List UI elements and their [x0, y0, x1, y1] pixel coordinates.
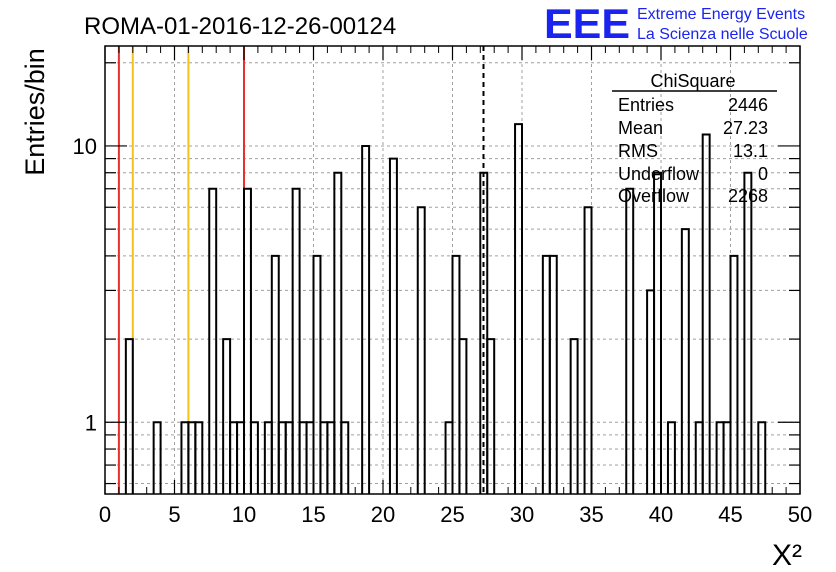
stats-value-overflow: 2268 — [728, 186, 768, 206]
histogram-bins — [124, 123, 767, 494]
x-tick-labels: 0 5 10 15 20 25 30 35 40 45 50 — [99, 502, 812, 527]
histogram-bin — [757, 421, 767, 494]
histogram-bin — [479, 171, 489, 494]
histogram-bin — [458, 338, 468, 494]
histogram-bin — [743, 171, 753, 494]
histogram-bin — [194, 421, 204, 494]
x-tick-label: 30 — [510, 502, 534, 527]
histogram-bin — [152, 421, 162, 494]
eee-logo-line1: Extreme Energy Events — [637, 6, 805, 23]
stats-label-overflow: Overflow — [618, 186, 690, 206]
histogram-bin — [388, 157, 398, 494]
stats-value-rms: 13.1 — [733, 141, 768, 161]
histogram-bin — [548, 254, 558, 494]
histogram-bin — [701, 133, 711, 494]
histogram-bin — [340, 421, 350, 494]
y-tick-labels: 1 10 — [73, 134, 97, 435]
histogram-bin — [208, 187, 218, 494]
histogram-bin — [569, 338, 579, 494]
x-tick-label: 10 — [232, 502, 256, 527]
histogram-bin — [361, 144, 371, 494]
histogram-bin — [124, 338, 134, 494]
eee-logo-line2: La Scienza nelle Scuole — [637, 26, 808, 43]
histogram-bin — [312, 254, 322, 494]
chart-title: ROMA-01-2016-12-26-00124 — [84, 13, 396, 40]
histogram-bin — [222, 338, 232, 494]
histogram-bin — [729, 254, 739, 494]
x-tick-label: 15 — [301, 502, 325, 527]
stats-label-underflow: Underflow — [618, 164, 700, 184]
grid-lines — [105, 46, 800, 494]
histogram-bin — [646, 289, 656, 494]
histogram-bin — [583, 206, 593, 494]
x-axis-label: X² — [772, 539, 802, 572]
x-tick-label: 45 — [718, 502, 742, 527]
reference-lines — [117, 46, 485, 494]
y-axis-label: Entries/bin — [20, 48, 50, 176]
histogram-bin — [451, 254, 461, 494]
x-tick-label: 40 — [649, 502, 673, 527]
x-tick-label: 50 — [788, 502, 812, 527]
stats-label-rms: RMS — [618, 141, 658, 161]
histogram-bin — [486, 338, 496, 494]
histogram-bin — [249, 421, 259, 494]
stats-label-mean: Mean — [618, 118, 663, 138]
histogram-bin — [666, 421, 676, 494]
histogram-bin — [270, 254, 280, 494]
stats-box: ChiSquare Entries 2446 Mean 27.23 RMS 13… — [612, 71, 777, 206]
histogram-bin — [243, 187, 252, 494]
x-tick-label: 25 — [440, 502, 464, 527]
eee-logo: EEE Extreme Energy Events La Scienza nel… — [544, 0, 808, 47]
histogram-bin — [514, 123, 523, 494]
histogram-bin — [541, 254, 551, 494]
stats-value-entries: 2446 — [728, 95, 768, 115]
x-tick-label: 35 — [579, 502, 603, 527]
histogram-bin — [625, 187, 635, 494]
y-tick-label: 10 — [73, 134, 97, 159]
stats-value-underflow: 0 — [758, 164, 768, 184]
x-tick-label: 20 — [371, 502, 395, 527]
histogram-bin — [333, 171, 343, 494]
histogram-bin — [416, 206, 426, 494]
eee-logo-mark: EEE — [544, 0, 630, 47]
stats-label-entries: Entries — [618, 95, 674, 115]
x-tick-label: 5 — [168, 502, 180, 527]
histogram-bin — [653, 171, 662, 494]
histogram-bin — [680, 228, 690, 494]
x-tick-label: 0 — [99, 502, 111, 527]
histogram-bin — [291, 187, 301, 494]
y-tick-label: 1 — [85, 410, 97, 435]
axis-ticks — [104, 46, 801, 494]
stats-title: ChiSquare — [650, 71, 735, 91]
stats-value-mean: 27.23 — [723, 118, 768, 138]
